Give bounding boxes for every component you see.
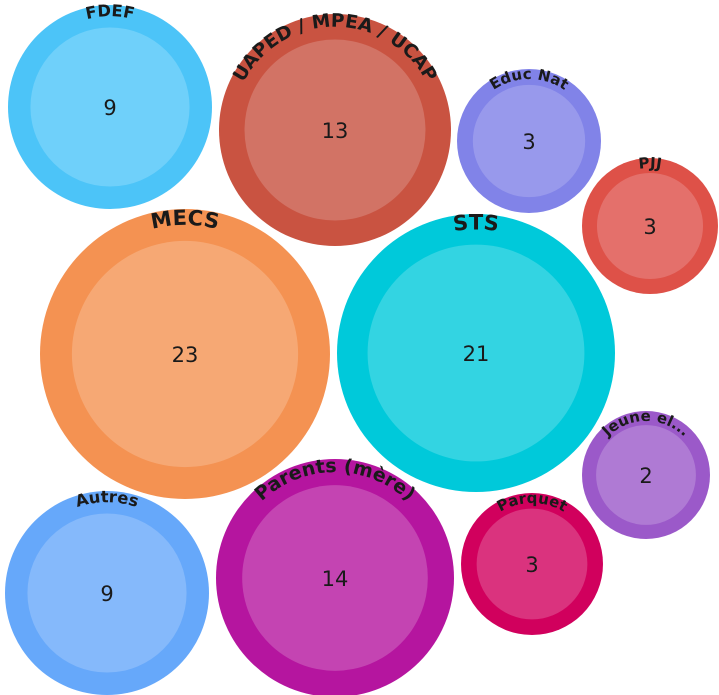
bubble-mecs[interactable]: MECS 23 <box>40 206 330 499</box>
bubble-value-sts: 21 <box>463 342 490 366</box>
bubble-label-sts: STS <box>452 210 501 236</box>
bubble-inner-uaped-mpea-ucap <box>244 39 426 221</box>
bubble-inner-autres <box>27 513 187 673</box>
bubble-inner-sts <box>367 244 585 462</box>
bubble-inner-parquet <box>476 508 588 620</box>
bubble-value-parquet: 3 <box>525 553 538 577</box>
bubble-pjj[interactable]: PJJ 3 <box>582 154 718 294</box>
bubble-inner-mecs <box>71 240 299 468</box>
bubble-value-educ-nat: 3 <box>522 130 535 154</box>
bubble-value-parents-mere: 14 <box>322 567 349 591</box>
bubble-label-mecs: MECS <box>149 206 222 234</box>
bubble-value-autres: 9 <box>100 582 113 606</box>
bubble-value-fdef: 9 <box>103 96 116 120</box>
bubble-inner-fdef <box>30 27 190 187</box>
bubble-parents-mere[interactable]: Parents (mère)14 <box>216 455 454 695</box>
bubble-value-pjj: 3 <box>643 215 656 239</box>
bubble-inner-pjj <box>596 172 704 280</box>
bubble-jeune-el[interactable]: Jeune el...2 <box>582 407 710 539</box>
bubble-inner-jeune-el <box>596 425 696 525</box>
bubble-inner-educ-nat <box>472 84 586 198</box>
bubble-fdef[interactable]: FDEF 9 <box>8 1 212 209</box>
bubble-autres[interactable]: Autres 9 <box>5 487 209 695</box>
bubble-label-pjj: PJJ <box>638 154 663 173</box>
bubble-label-fdef: FDEF <box>84 1 136 23</box>
bubble-label-autres: Autres <box>73 487 141 511</box>
bubble-sts[interactable]: STS 21 <box>337 210 615 492</box>
bubble-value-mecs: 23 <box>172 343 199 367</box>
bubble-value-uaped-mpea-ucap: 13 <box>322 119 349 143</box>
bubble-value-jeune-el: 2 <box>639 464 652 488</box>
bubble-inner-parents-mere <box>242 485 428 671</box>
